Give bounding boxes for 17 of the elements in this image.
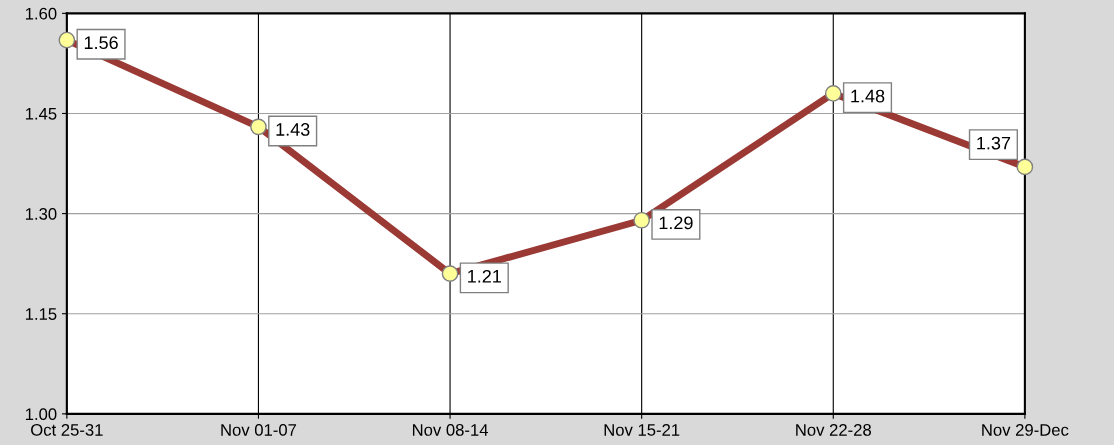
x-tick-label: Nov 01-07 (221, 424, 297, 436)
data-label: 1.29 (659, 216, 693, 230)
y-tick-label: 1.00 (25, 408, 57, 421)
y-tick-label: 1.60 (25, 7, 57, 20)
data-label: 1.43 (276, 123, 310, 136)
data-label: 1.21 (468, 269, 501, 283)
data-label: 1.56 (84, 36, 118, 50)
x-tick-label: Nov 22-28 (796, 424, 871, 436)
x-tick-label: Nov 29-Dec (982, 424, 1069, 436)
y-tick-label: 1.45 (25, 108, 57, 120)
x-tick-label: Oct 25-31 (31, 424, 103, 436)
data-label: 1.37 (977, 136, 1011, 150)
data-label: 1.48 (851, 89, 885, 103)
y-tick-label: 1.15 (25, 308, 57, 320)
x-tick-label: Nov 08-14 (412, 424, 489, 436)
x-tick-label: Nov 15-21 (604, 424, 680, 436)
y-tick-label: 1.30 (25, 208, 57, 220)
